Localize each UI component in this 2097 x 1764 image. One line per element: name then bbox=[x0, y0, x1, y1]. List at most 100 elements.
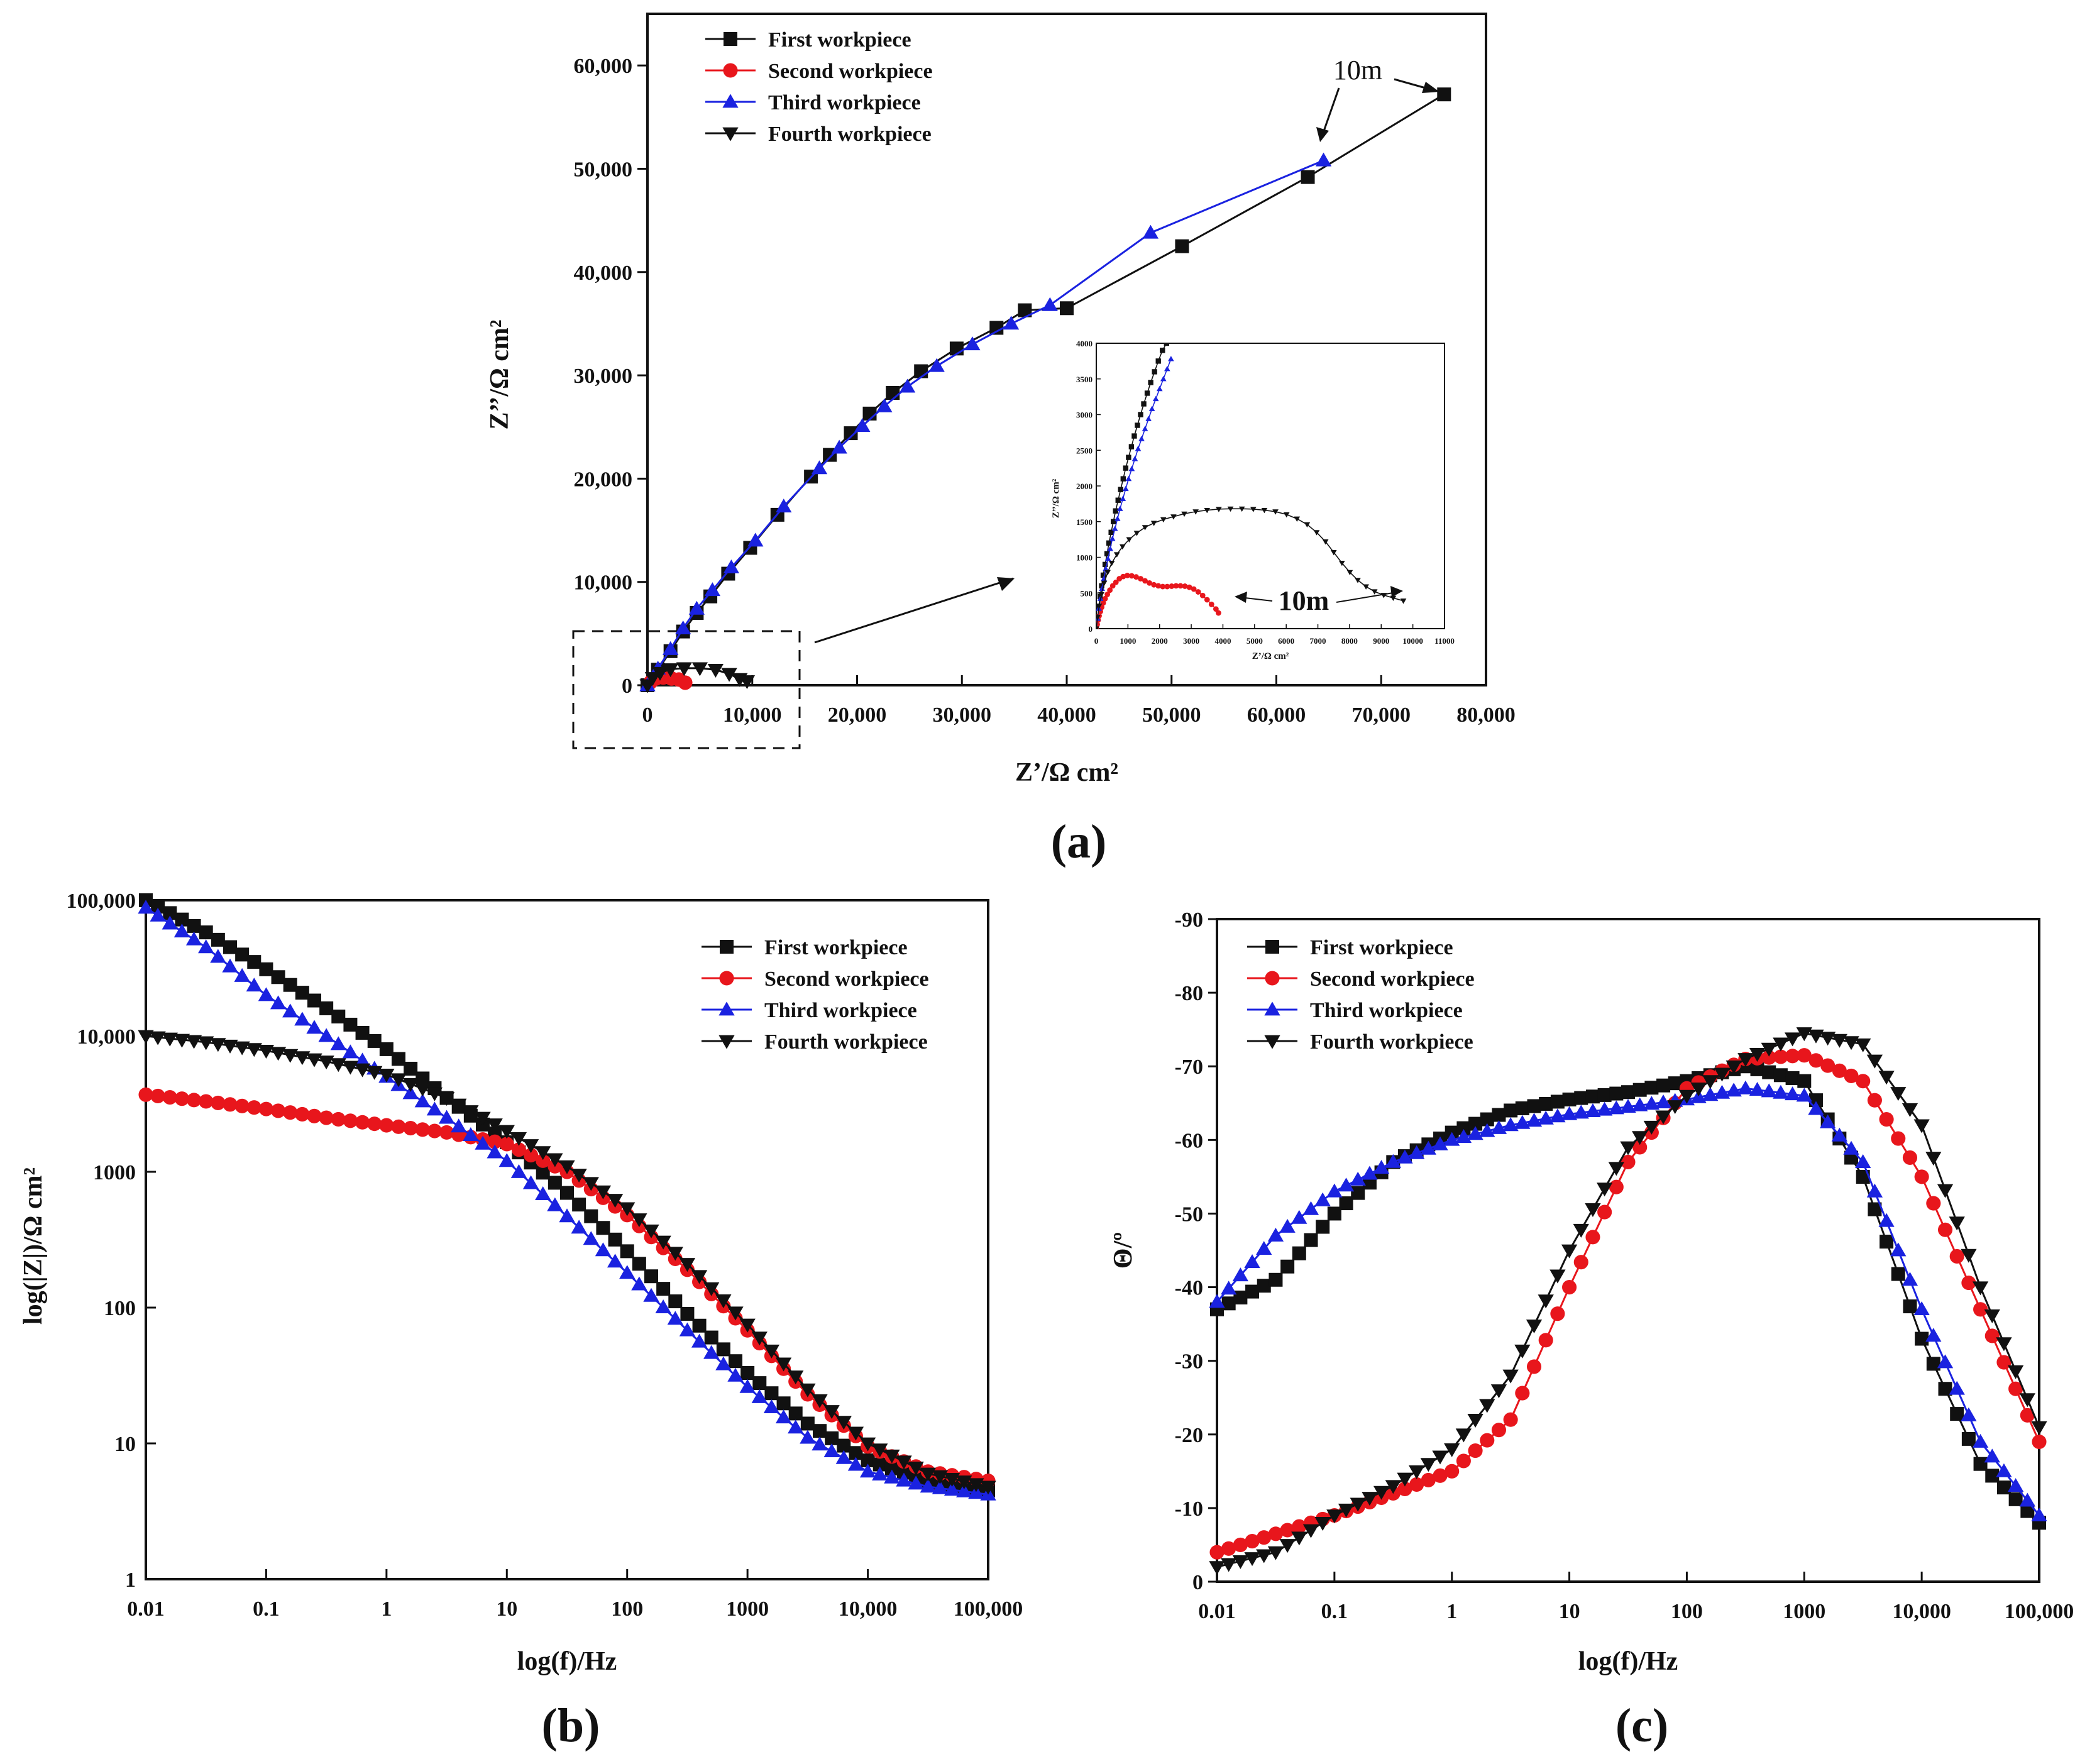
data-point-third bbox=[1655, 1094, 1671, 1108]
data-point-fourth bbox=[294, 1051, 311, 1066]
data-point-third bbox=[1737, 1080, 1754, 1094]
data-point-second bbox=[1538, 1333, 1553, 1348]
x-tick-label: 1000 bbox=[1783, 1600, 1825, 1623]
inset-data-point-fourth bbox=[1170, 514, 1177, 520]
data-point-second bbox=[331, 1111, 346, 1127]
data-point-first bbox=[1233, 1290, 1248, 1304]
inset-data-point-fourth bbox=[1238, 506, 1245, 512]
data-point-fourth bbox=[378, 1068, 395, 1083]
data-point-second bbox=[524, 1148, 539, 1163]
data-point-third bbox=[1608, 1100, 1624, 1115]
data-point-fourth bbox=[643, 1224, 659, 1238]
data-point-fourth bbox=[1526, 1320, 1543, 1334]
inset-y-tick-label: 3000 bbox=[1076, 411, 1093, 420]
data-point-fourth bbox=[1409, 1465, 1425, 1479]
data-point-third bbox=[691, 1333, 708, 1348]
inset-data-point-fourth bbox=[1313, 530, 1320, 536]
inset-data-point-third bbox=[1107, 546, 1113, 551]
data-point-fourth bbox=[1655, 1110, 1671, 1125]
inset-data-point-fourth bbox=[1181, 511, 1187, 517]
data-point-fourth bbox=[463, 1105, 479, 1120]
inset-x-tick-label: 5000 bbox=[1247, 636, 1263, 646]
data-point-first bbox=[596, 1221, 610, 1235]
data-point-first bbox=[872, 1457, 887, 1472]
data-point-third bbox=[1291, 1210, 1307, 1224]
annotation-arrow-head-1 bbox=[1422, 82, 1439, 93]
data-point-fourth bbox=[908, 1462, 924, 1476]
data-point-second bbox=[1891, 1131, 1906, 1146]
data-point-first bbox=[1597, 1088, 1612, 1102]
inset-data-point-second bbox=[1215, 610, 1221, 616]
inset-data-point-first bbox=[1120, 476, 1126, 482]
data-point-fourth bbox=[1725, 1060, 1742, 1074]
legend-marker-second bbox=[719, 971, 734, 986]
data-point-second bbox=[1797, 1048, 1812, 1063]
data-point-fourth bbox=[847, 1426, 864, 1441]
data-point-first bbox=[800, 1416, 815, 1431]
data-point-fourth bbox=[1267, 1546, 1284, 1560]
inset-data-point-third bbox=[1103, 565, 1109, 571]
panel-a-nyquist-plot: 0 10,000 20,000 30,000 40,000 50,000 60,000 70,… bbox=[485, 13, 1516, 868]
data-point-first bbox=[1245, 1284, 1260, 1299]
inset-data-point-fourth bbox=[1113, 552, 1120, 558]
data-point-fourth bbox=[1643, 1120, 1660, 1135]
data-point-third bbox=[342, 1044, 359, 1059]
x-tick-label: 100 bbox=[611, 1597, 643, 1621]
data-point-fourth bbox=[644, 672, 661, 686]
data-point-fourth bbox=[896, 1455, 912, 1470]
data-point-second bbox=[1832, 1063, 1847, 1078]
data-point-fourth bbox=[1925, 1152, 1942, 1166]
data-point-first bbox=[1996, 1480, 2011, 1495]
data-point-fourth bbox=[270, 1047, 287, 1061]
legend-marker-third bbox=[1264, 1001, 1280, 1016]
y-tick-label: 0 bbox=[622, 675, 632, 698]
inset-data-point-fourth bbox=[1104, 570, 1111, 576]
data-point-third bbox=[1949, 1381, 1965, 1395]
data-point-second bbox=[2032, 1434, 2047, 1450]
data-point-fourth bbox=[390, 1073, 407, 1088]
data-point-third bbox=[1643, 1096, 1660, 1110]
inset-data-point-first bbox=[1102, 561, 1108, 568]
data-point-third bbox=[258, 987, 275, 1001]
data-point-first bbox=[199, 925, 213, 940]
y-tick-label: -30 bbox=[1175, 1350, 1203, 1374]
data-point-third bbox=[704, 582, 721, 597]
data-point-third bbox=[1902, 1272, 1918, 1286]
data-point-second bbox=[1433, 1468, 1448, 1483]
annotation-arrow-head-2 bbox=[1316, 127, 1329, 142]
data-point-second bbox=[234, 1098, 250, 1113]
data-point-fourth bbox=[185, 1035, 202, 1049]
data-point-fourth bbox=[426, 1087, 443, 1101]
data-point-first bbox=[548, 1176, 562, 1190]
data-point-second bbox=[223, 1097, 238, 1112]
inset-data-point-third bbox=[1104, 555, 1111, 561]
data-point-second bbox=[355, 1115, 370, 1130]
data-point-second bbox=[1233, 1537, 1248, 1552]
data-point-fourth bbox=[1362, 1492, 1378, 1506]
inset-data-point-first bbox=[1118, 487, 1123, 492]
inset-data-point-third bbox=[1142, 426, 1148, 431]
data-point-second bbox=[391, 1119, 406, 1134]
data-point-first bbox=[1773, 1068, 1788, 1083]
x-tick-label: 10,000 bbox=[839, 1597, 898, 1621]
y-tick-label: -90 bbox=[1175, 908, 1203, 932]
data-point-second bbox=[1550, 1306, 1565, 1321]
data-point-third bbox=[306, 1020, 322, 1034]
data-point-first bbox=[343, 1017, 358, 1032]
data-point-third bbox=[896, 1472, 912, 1487]
data-point-first bbox=[861, 1453, 875, 1467]
data-point-fourth bbox=[691, 1270, 708, 1284]
inset-data-point-first bbox=[1108, 529, 1114, 535]
x-tick-label: 40,000 bbox=[1037, 703, 1096, 727]
data-point-first bbox=[367, 1034, 382, 1048]
plot-frame-b bbox=[145, 899, 989, 1580]
data-point-third bbox=[487, 1144, 503, 1159]
data-point-third bbox=[920, 1479, 936, 1493]
inset-x-tick-label: 2000 bbox=[1152, 636, 1168, 646]
x-tick-label: 0.1 bbox=[253, 1597, 280, 1621]
data-point-third bbox=[1890, 1242, 1907, 1257]
y-tick-label: -50 bbox=[1175, 1203, 1203, 1226]
data-point-third bbox=[643, 1287, 659, 1302]
data-point-second bbox=[1421, 1472, 1436, 1487]
inset-data-point-fourth bbox=[1250, 507, 1257, 512]
